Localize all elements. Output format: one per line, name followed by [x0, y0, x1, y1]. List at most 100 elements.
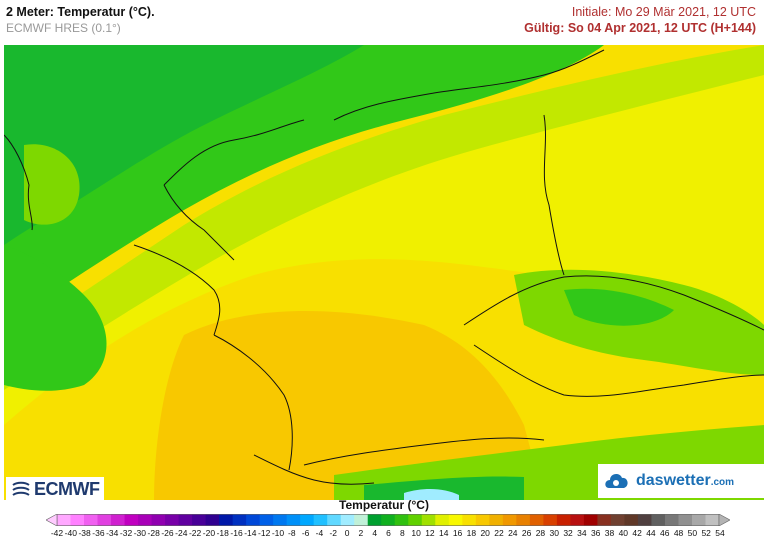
legend-tick-label: 30 — [549, 528, 559, 538]
temperature-map — [4, 45, 764, 500]
color-bar-cell — [516, 514, 531, 526]
color-bar-cell — [610, 514, 625, 526]
legend-tick-label: -16 — [230, 528, 243, 538]
border-belgium — [133, 244, 221, 336]
color-bar-cell — [340, 514, 355, 526]
legend-tick-label: 32 — [563, 528, 573, 538]
color-bar-cell — [84, 514, 99, 526]
color-bar-cell — [300, 514, 315, 526]
legend-tick-label: -2 — [329, 528, 338, 538]
legend-tick-label: 22 — [494, 528, 504, 538]
color-bar-cell — [664, 514, 679, 526]
ecmwf-logo-icon — [12, 481, 30, 496]
legend-ticks: -42 -40 -38 -36 -34 -32 -30 -28 -26 -24 -22 -20 -18-… — [51, 528, 725, 540]
coastline-britain — [4, 134, 33, 231]
color-bar — [46, 514, 730, 526]
border-switzerland — [253, 454, 375, 485]
cloud-logo-icon — [605, 474, 628, 488]
legend-tick-label: -30 — [133, 528, 147, 538]
color-bar-cell — [259, 514, 274, 526]
warm-zone — [154, 311, 544, 500]
legend-tick-label: 26 — [521, 528, 532, 538]
light-green-patch — [24, 144, 80, 225]
ecmwf-logo: ECMWF — [6, 477, 105, 502]
legend-tick-label: -42 — [50, 528, 64, 538]
legend-tick-label: 50 — [687, 528, 698, 538]
color-bar-cell — [192, 514, 207, 526]
color-bar-cell — [151, 514, 166, 526]
color-bar-cell — [178, 514, 193, 526]
legend-tick-label: 16 — [452, 528, 463, 538]
color-bar-cell — [394, 514, 409, 526]
legend-tick-label: 34 — [577, 528, 587, 538]
border-netherlands — [163, 184, 235, 261]
legend-tick-label: -20 — [202, 528, 216, 538]
color-bar-cell — [232, 514, 247, 526]
color-bar-cell — [219, 514, 234, 526]
color-bar-cell — [408, 514, 423, 526]
color-bar-cell — [597, 514, 612, 526]
color-bar-cell — [313, 514, 328, 526]
valid-time: Gültig: So 04 Apr 2021, 12 UTC (H+144) — [524, 21, 756, 35]
color-bar-cell — [111, 514, 126, 526]
color-bar-cell — [651, 514, 666, 526]
color-bar-cell — [124, 514, 139, 526]
legend-tick-label: 44 — [646, 528, 656, 538]
color-bar-cell — [448, 514, 463, 526]
daswetter-logo: daswetter.com — [598, 464, 764, 498]
color-bar-cell — [705, 514, 720, 526]
legend-tick-label: 18 — [466, 528, 477, 538]
legend-tick-label: -36 — [92, 528, 105, 538]
color-bar-cell — [205, 514, 220, 526]
legend-tick-label: -26 — [161, 528, 174, 538]
legend-tick-label: 14 — [439, 528, 449, 538]
color-bar-cell — [367, 514, 382, 526]
color-bar-cell — [556, 514, 571, 526]
color-bar-cell — [543, 514, 558, 526]
color-bar-cell — [475, 514, 490, 526]
color-bar-cell — [624, 514, 639, 526]
color-bar-cell — [637, 514, 652, 526]
legend-tick-label: -10 — [271, 528, 285, 538]
yellow-zone — [4, 65, 764, 425]
legend-tick-label: 0 — [344, 528, 350, 538]
coastline-baltic — [333, 49, 605, 121]
cool-core — [4, 45, 364, 245]
legend-tick-label: -40 — [64, 528, 77, 538]
color-bar-cell — [583, 514, 598, 526]
legend-tick-label: -38 — [78, 528, 91, 538]
legend-tick-label: 12 — [425, 528, 435, 538]
yellow-green-zone — [4, 45, 764, 390]
color-bar-cell — [354, 514, 369, 526]
color-bar-cell — [246, 514, 261, 526]
legend-tick-label: -8 — [288, 528, 296, 538]
legend-tick-label: 46 — [660, 528, 670, 538]
legend-tick-label: 20 — [480, 528, 490, 538]
color-bar-cell — [489, 514, 504, 526]
legend-tick-label: 4 — [372, 528, 378, 538]
southwest-green — [4, 245, 107, 391]
legend-tick-label: -18 — [216, 528, 229, 538]
border-czech — [463, 275, 764, 331]
color-bar-cell — [327, 514, 342, 526]
color-bar-cell — [97, 514, 112, 526]
color-bar-cell — [381, 514, 396, 526]
color-bar-cell — [57, 514, 72, 526]
model-label: ECMWF HRES (0.1°) — [6, 21, 121, 35]
legend-tick-label: -22 — [188, 528, 202, 538]
legend-tick-label: 40 — [618, 528, 629, 538]
color-bar-cell — [502, 514, 517, 526]
ecmwf-logo-text: ECMWF — [34, 479, 100, 499]
legend-tick-label: -14 — [244, 528, 257, 538]
border-france-germany — [213, 334, 293, 471]
legend-tick-label: 6 — [386, 528, 391, 538]
legend-tick-label: 2 — [358, 528, 364, 538]
header-right: Initiale: Mo 29 Mär 2021, 12 UTC Gültig:… — [524, 4, 756, 36]
color-bar-cell — [435, 514, 450, 526]
color-bar-cell — [570, 514, 585, 526]
color-bar-cell — [678, 514, 693, 526]
legend-tick-label: -6 — [301, 528, 310, 538]
legend-tick-label: -12 — [258, 528, 271, 538]
color-bar-cell — [462, 514, 477, 526]
border-germany-poland — [543, 114, 565, 276]
